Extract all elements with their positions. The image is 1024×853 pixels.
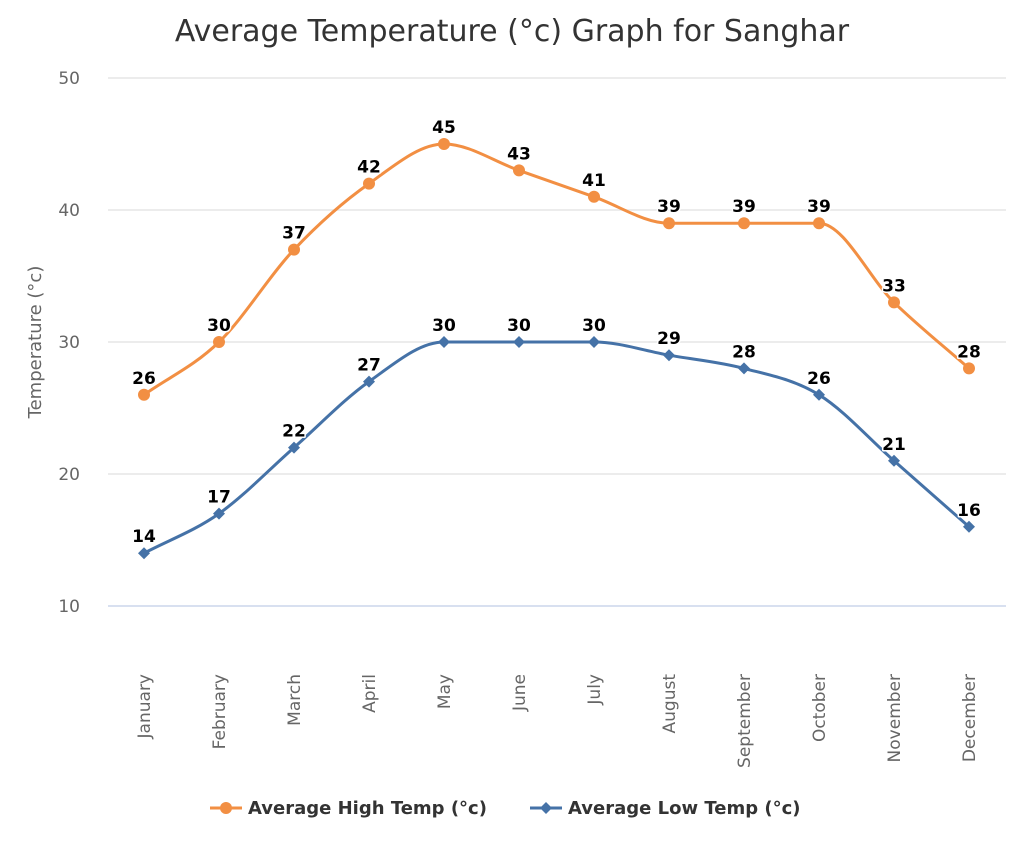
point-low-may — [438, 336, 450, 348]
y-tick-label-20: 20 — [58, 465, 80, 485]
series-line-low — [142, 340, 971, 555]
y-tick-label-30: 30 — [58, 333, 80, 353]
point-high-april — [363, 177, 375, 190]
data-label-low-june: 30 — [507, 316, 531, 336]
point-low-january — [138, 547, 150, 560]
data-label-high-may: 45 — [432, 118, 456, 138]
point-low-july — [588, 336, 600, 348]
x-tick-label-december: December — [960, 674, 980, 762]
legend: Average High Temp (°c) Average Low Temp (… — [210, 798, 800, 819]
x-tick-label-october: October — [810, 674, 830, 742]
data-label-high-february: 30 — [207, 316, 231, 336]
chart-title: Average Temperature (°c) Graph for Sangh… — [175, 14, 850, 49]
data-label-low-november: 21 — [882, 435, 906, 455]
series-layer — [138, 138, 975, 560]
point-low-april — [363, 375, 375, 388]
data-label-low-september: 28 — [732, 342, 756, 362]
x-tick-label-may: May — [435, 674, 455, 709]
data-label-low-may: 30 — [432, 316, 456, 336]
x-tick-label-june: June — [510, 674, 530, 712]
data-label-high-september: 39 — [732, 197, 756, 217]
x-axis: January February March April May June July Augu… — [135, 674, 980, 768]
point-high-october — [813, 217, 825, 230]
legend-marker-low — [540, 802, 552, 814]
data-label-high-august: 39 — [657, 197, 681, 217]
data-label-low-march: 22 — [282, 422, 306, 442]
y-tick-label-50: 50 — [58, 69, 80, 89]
series-line-high — [142, 142, 971, 397]
data-label-low-october: 26 — [807, 369, 831, 389]
x-tick-label-march: March — [285, 674, 305, 726]
x-tick-label-february: February — [210, 674, 230, 749]
data-label-high-december: 28 — [957, 342, 981, 362]
point-high-december — [963, 362, 975, 375]
point-low-november — [888, 454, 900, 467]
data-label-low-august: 29 — [657, 329, 681, 349]
legend-label-low: Average Low Temp (°c) — [568, 798, 800, 819]
data-label-low-april: 27 — [357, 356, 381, 376]
point-high-september — [738, 217, 750, 230]
data-label-low-december: 16 — [957, 501, 981, 521]
point-high-july — [588, 190, 600, 203]
x-tick-label-january: January — [135, 674, 155, 739]
legend-marker-high — [220, 802, 232, 814]
point-high-march — [288, 243, 300, 256]
point-high-february — [213, 336, 225, 348]
point-low-august — [663, 349, 675, 362]
x-tick-label-july: July — [585, 674, 605, 706]
point-low-february — [213, 507, 225, 520]
point-high-january — [138, 388, 150, 401]
point-low-march — [288, 441, 300, 454]
x-tick-label-april: April — [360, 674, 380, 713]
data-label-high-april: 42 — [357, 158, 381, 178]
y-tick-label-40: 40 — [58, 201, 80, 221]
point-high-august — [663, 217, 675, 230]
legend-label-high: Average High Temp (°c) — [248, 798, 487, 819]
point-low-june — [513, 336, 525, 348]
y-axis: 10 20 30 40 50 — [58, 69, 80, 617]
x-tick-label-november: November — [885, 674, 905, 762]
data-labels: 26 30 37 42 45 43 41 39 39 39 33 28 14 17 22 27 30 30 30 29… — [131, 117, 983, 549]
legend-item-high[interactable]: Average High Temp (°c) — [210, 798, 487, 819]
series-high — [138, 138, 975, 401]
data-label-high-january: 26 — [132, 369, 156, 389]
data-label-high-october: 39 — [807, 197, 831, 217]
point-high-june — [513, 164, 525, 177]
data-label-high-june: 43 — [507, 144, 531, 164]
data-label-low-january: 14 — [132, 527, 156, 547]
y-tick-label-10: 10 — [58, 597, 80, 617]
x-tick-label-august: August — [660, 674, 680, 734]
data-label-low-july: 30 — [582, 316, 606, 336]
series-low — [138, 336, 975, 560]
point-high-may — [438, 138, 450, 150]
point-low-september — [738, 362, 750, 375]
data-label-high-november: 33 — [882, 276, 906, 296]
legend-item-low[interactable]: Average Low Temp (°c) — [530, 798, 800, 819]
point-high-november — [888, 296, 900, 309]
y-axis-title: Temperature (°c) — [25, 266, 46, 420]
data-label-low-february: 17 — [207, 488, 231, 508]
data-label-high-march: 37 — [282, 224, 306, 244]
point-low-december — [963, 520, 975, 533]
x-tick-label-september: September — [735, 674, 755, 768]
data-label-high-july: 41 — [582, 171, 606, 191]
point-low-october — [813, 388, 825, 401]
